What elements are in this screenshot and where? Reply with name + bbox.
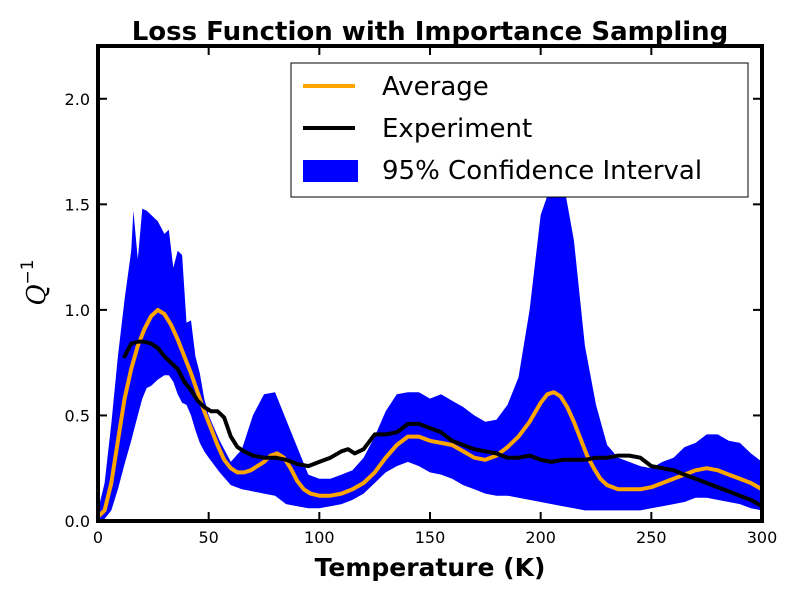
legend-box — [290, 62, 749, 198]
x-tick-label: 0 — [93, 528, 103, 547]
x-tick-label: 100 — [304, 528, 335, 547]
y-axis-label: Q −1 — [18, 259, 52, 305]
y-tick-label: 0.5 — [65, 406, 90, 425]
y-tick-label: 1.5 — [65, 195, 90, 214]
legend: Average Experiment 95% Confidence Interv… — [290, 62, 749, 198]
average-line — [98, 307, 762, 519]
y-tick-label: 1.0 — [65, 301, 90, 320]
legend-label-confidence-interval: 95% Confidence Interval — [382, 156, 702, 186]
plot-content — [98, 179, 762, 521]
x-tick-label: 250 — [636, 528, 667, 547]
y-tick-label: 0.0 — [65, 512, 90, 531]
experiment-line — [122, 339, 762, 509]
y-tick-label: 2.0 — [65, 90, 90, 109]
x-tick-label: 300 — [747, 528, 778, 547]
x-tick-label: 150 — [415, 528, 446, 547]
x-tick-label: 50 — [198, 528, 218, 547]
x-tick-label: 200 — [525, 528, 556, 547]
y-axis-label-superscript: −1 — [18, 259, 38, 284]
y-axis-label-main: Q — [22, 284, 52, 305]
legend-swatch-confidence-interval — [303, 160, 358, 182]
legend-label-experiment: Experiment — [382, 114, 532, 144]
plot-frame — [96, 44, 764, 523]
legend-label-average: Average — [382, 72, 489, 102]
chart-title: Loss Function with Importance Sampling — [132, 17, 729, 47]
x-axis-label: Temperature (K) — [315, 553, 546, 582]
confidence-band — [98, 179, 762, 521]
